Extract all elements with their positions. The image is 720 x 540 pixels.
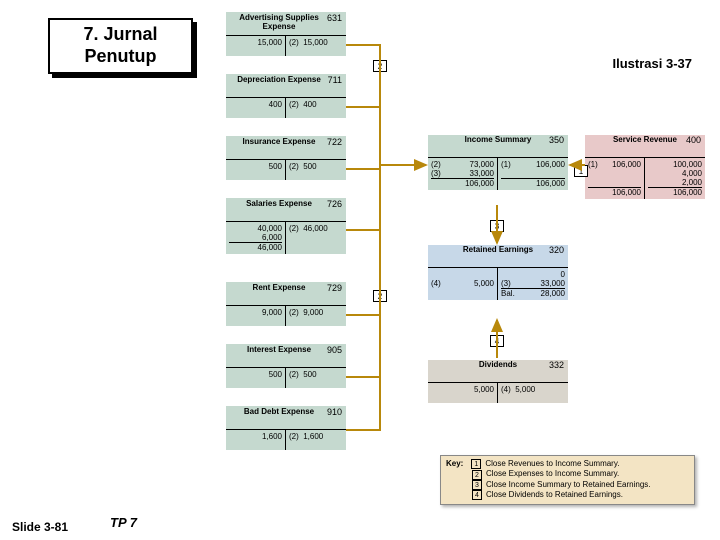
- acct-title: Retained Earnings: [428, 245, 568, 254]
- val: 9,000: [303, 308, 323, 317]
- acct-num: 631: [327, 13, 342, 23]
- ref: (2): [289, 38, 299, 47]
- step-3: 3: [490, 220, 504, 232]
- tacc-service-revenue: Service Revenue 400 (1)106,000 106,000 1…: [585, 135, 705, 199]
- ref: (4): [501, 385, 511, 394]
- val: 33,000: [470, 169, 494, 178]
- tacc-baddebt: Bad Debt Expense 910 1,600 (2) 1,600: [226, 406, 346, 450]
- ref: (2): [431, 160, 441, 169]
- ref: (2): [289, 308, 299, 317]
- tacc-advertising: Advertising Supplies Expense 631 15,000 …: [226, 12, 346, 56]
- lbl: Bal.: [501, 289, 515, 298]
- key-t1: Close Revenues to Income Summary.: [485, 459, 619, 469]
- ref: (2): [289, 224, 299, 233]
- ref: (4): [431, 279, 441, 288]
- tot: 106,000: [648, 187, 702, 197]
- illustration-label: Ilustrasi 3-37: [613, 56, 693, 71]
- val: 100,000: [648, 160, 702, 169]
- val: 1,600: [262, 432, 282, 441]
- acct-num: 320: [549, 245, 564, 255]
- tacc-salaries: Salaries Expense 726 40,000 6,000 46,000…: [226, 198, 346, 254]
- key-t3: Close Income Summary to Retained Earning…: [486, 480, 651, 490]
- key-t2: Close Expenses to Income Summary.: [486, 469, 619, 479]
- key-n4: 4: [472, 490, 482, 500]
- ref: (3): [501, 279, 511, 288]
- val: 40,000: [229, 224, 282, 233]
- val: 5,000: [474, 279, 494, 288]
- val: 28,000: [541, 289, 565, 298]
- val: 500: [303, 370, 316, 379]
- step-4: 4: [490, 335, 504, 347]
- acct-num: 400: [686, 135, 701, 145]
- val: 9,000: [262, 308, 282, 317]
- key-n2: 2: [472, 470, 482, 480]
- val: 0: [501, 270, 565, 279]
- ref: (2): [289, 162, 299, 171]
- ref: (2): [289, 432, 299, 441]
- tot: 106,000: [588, 187, 641, 197]
- tacc-depreciation: Depreciation Expense 711 400 (2) 400: [226, 74, 346, 118]
- tot: 106,000: [501, 178, 565, 188]
- tacc-interest: Interest Expense 905 500 (2) 500: [226, 344, 346, 388]
- acct-num: 332: [549, 360, 564, 370]
- val: 106,000: [612, 160, 641, 169]
- tacc-income-summary: Income Summary 350 (2) 73,000 (3) 33,000 1…: [428, 135, 568, 190]
- val: 400: [269, 100, 282, 109]
- tot: 46,000: [229, 242, 282, 252]
- acct-num: 711: [328, 75, 342, 85]
- val: 46,000: [303, 224, 327, 233]
- acct-num: 905: [327, 345, 342, 355]
- key-n3: 3: [472, 480, 482, 490]
- tacc-rent: Rent Expense 729 9,000 (2) 9,000: [226, 282, 346, 326]
- val: 15,000: [303, 38, 327, 47]
- legend-key: Key: 1 Close Revenues to Income Summary.…: [440, 455, 695, 505]
- val: 5,000: [515, 385, 535, 394]
- slide-number: Slide 3-81: [12, 520, 68, 534]
- tacc-dividends: Dividends 332 5,000 (4) 5,000: [428, 360, 568, 403]
- ref: (3): [431, 169, 441, 178]
- ref: (2): [289, 370, 299, 379]
- key-n1: 1: [471, 459, 481, 469]
- step-2a: 2: [373, 60, 387, 72]
- acct-title: Income Summary: [428, 135, 568, 144]
- acct-num: 722: [327, 137, 342, 147]
- ref: (1): [501, 160, 511, 169]
- val: 33,000: [541, 279, 565, 288]
- slide-title: 7. Jurnal Penutup: [50, 24, 191, 67]
- val: 6,000: [229, 233, 282, 242]
- val: 106,000: [536, 160, 565, 169]
- acct-num: 350: [549, 135, 564, 145]
- val: 73,000: [470, 160, 494, 169]
- val: 400: [303, 100, 316, 109]
- val: 1,600: [303, 432, 323, 441]
- val: 500: [269, 162, 282, 171]
- tp-label: TP 7: [110, 515, 137, 530]
- val: 4,000: [648, 169, 702, 178]
- val: 2,000: [648, 178, 702, 187]
- tacc-retained-earnings: Retained Earnings 320 (4) 5,000 0 (3) 33,0…: [428, 245, 568, 300]
- val: 500: [303, 162, 316, 171]
- acct-num: 729: [327, 283, 342, 293]
- tacc-insurance: Insurance Expense 722 500 (2) 500: [226, 136, 346, 180]
- acct-num: 726: [327, 199, 342, 209]
- val: 500: [269, 370, 282, 379]
- acct-title: Dividends: [428, 360, 568, 369]
- key-title: Key:: [446, 459, 463, 469]
- step-1: 1: [574, 165, 588, 177]
- acct-num: 910: [327, 407, 342, 417]
- val: 15,000: [258, 38, 282, 47]
- ref: (1): [588, 160, 598, 169]
- key-t4: Close Dividends to Retained Earnings.: [486, 490, 623, 500]
- ref: (2): [289, 100, 299, 109]
- slide-title-box: 7. Jurnal Penutup: [48, 18, 193, 74]
- val: 5,000: [474, 385, 494, 394]
- step-2b: 2: [373, 290, 387, 302]
- tot: 106,000: [431, 178, 494, 188]
